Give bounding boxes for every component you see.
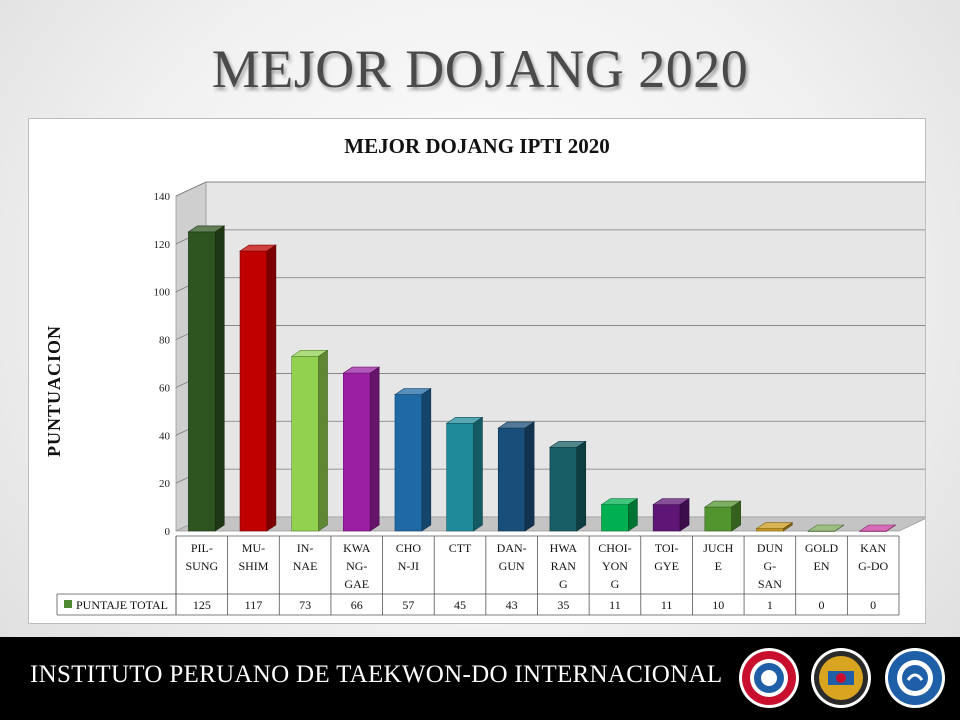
category-label: GAE <box>344 577 369 591</box>
bar-side <box>886 524 896 532</box>
y-tick-label: 140 <box>154 191 171 203</box>
category-label: G <box>611 577 620 591</box>
bar <box>446 423 474 532</box>
data-label: 11 <box>609 598 621 612</box>
category-label: PIL- <box>191 541 213 555</box>
bar <box>497 427 526 532</box>
bar-side <box>731 500 741 532</box>
bar-side <box>318 349 328 532</box>
data-label: 0 <box>870 598 876 612</box>
bar-chart: MEJOR DOJANG IPTI 2020020406080100120140… <box>44 134 925 616</box>
category-label: SHIM <box>238 559 268 573</box>
data-label: 73 <box>299 598 311 612</box>
data-label: 125 <box>193 598 211 612</box>
dojang-logo <box>811 648 871 708</box>
category-label: SAN <box>758 577 782 591</box>
category-label: G-DO <box>858 559 888 573</box>
category-label: N-JI <box>398 559 419 573</box>
y-axis-label: PUNTUACION <box>44 325 64 457</box>
bar <box>652 504 681 532</box>
category-label: SUNG <box>185 559 218 573</box>
bar-side <box>679 498 690 532</box>
category-label: MU- <box>242 541 265 555</box>
category-label: KWA <box>343 541 371 555</box>
category-label: DUN <box>757 541 783 555</box>
bar <box>756 528 784 532</box>
y-tick-label: 0 <box>165 526 171 538</box>
bar <box>343 372 371 532</box>
y-tick-label: 120 <box>154 239 171 251</box>
category-label: RAN <box>551 559 577 573</box>
category-label: HWA <box>550 541 578 555</box>
category-label: DAN- <box>497 541 527 555</box>
data-label: 43 <box>506 598 518 612</box>
bar-side <box>576 440 587 532</box>
y-tick-label: 20 <box>159 478 171 490</box>
footer-institute-name: INSTITUTO PERUANO DE TAEKWON-DO INTERNAC… <box>30 661 723 688</box>
bar <box>394 394 423 532</box>
itf-chi-ji-logo <box>739 648 799 708</box>
bar <box>291 356 319 532</box>
data-label: 66 <box>351 598 363 612</box>
y-tick-label: 100 <box>154 287 171 299</box>
bar <box>549 446 578 532</box>
bar-side <box>421 388 432 532</box>
gridline-side <box>175 181 207 197</box>
data-label: 1 <box>767 598 773 612</box>
legend-label: PUNTAJE TOTAL <box>76 598 168 612</box>
data-label: 45 <box>454 598 466 612</box>
data-label: 117 <box>245 598 263 612</box>
data-label: 0 <box>819 598 825 612</box>
bar <box>188 231 216 532</box>
chart-frame: MEJOR DOJANG IPTI 2020 0 20 40 60 80 100 120 140… <box>28 118 926 624</box>
bar-side <box>214 225 225 532</box>
y-tick-label: 80 <box>159 335 171 347</box>
category-label: IN- <box>297 541 314 555</box>
category-label: CTT <box>449 541 472 555</box>
bar <box>704 506 732 532</box>
slide-title: MEJOR DOJANG 2020 <box>211 39 749 99</box>
category-label: KAN <box>860 541 886 555</box>
data-label: 57 <box>402 598 414 612</box>
category-label: GOLD <box>805 541 839 555</box>
data-label: 35 <box>557 598 569 612</box>
bar-side <box>628 498 638 532</box>
category-label: TOI- <box>655 541 679 555</box>
chart-title: MEJOR DOJANG IPTI 2020 <box>344 134 609 158</box>
category-label: GYE <box>654 559 679 573</box>
legend-swatch <box>64 600 72 608</box>
bar-side <box>473 416 483 532</box>
y-tick-label: 60 <box>159 382 171 394</box>
bar-side <box>369 366 380 532</box>
category-label: CHO <box>396 541 422 555</box>
bar-side <box>834 524 845 532</box>
category-label: E <box>715 559 722 573</box>
bar <box>601 504 629 532</box>
category-label: NAE <box>293 559 318 573</box>
bar-side <box>266 244 277 532</box>
category-label: G- <box>764 559 777 573</box>
footer-bar: INSTITUTO PERUANO DE TAEKWON-DO INTERNAC… <box>0 637 960 720</box>
international-taekwon-do-federation-logo <box>885 648 945 708</box>
data-label: 11 <box>661 598 673 612</box>
category-label: JUCH <box>703 541 733 555</box>
bar <box>239 250 268 532</box>
category-label: CHOI- <box>598 541 631 555</box>
bar-side <box>524 421 535 532</box>
bar-side <box>783 522 793 532</box>
y-tick-label: 40 <box>159 430 171 442</box>
data-label: 10 <box>712 598 724 612</box>
category-label: EN <box>814 559 830 573</box>
category-label: GUN <box>499 559 525 573</box>
category-label: G <box>559 577 568 591</box>
category-label: YON <box>602 559 628 573</box>
category-label: NG- <box>346 559 367 573</box>
